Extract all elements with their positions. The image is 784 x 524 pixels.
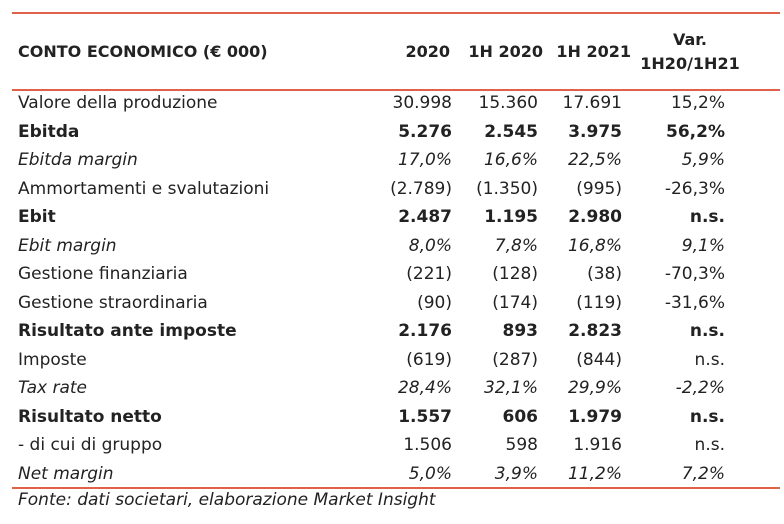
cell-value: 16,8%: [567, 235, 622, 256]
cell-value: 11,2%: [567, 463, 622, 484]
table-title: CONTO ECONOMICO (€ 000): [18, 42, 268, 61]
cell-value: 5,0%: [408, 463, 452, 484]
cell-value: (844): [576, 349, 622, 370]
row-label: Ebitda margin: [18, 150, 138, 170]
cell-value: 1.979: [568, 406, 622, 427]
cell-value: n.s.: [694, 435, 725, 455]
top-rule: [12, 12, 780, 14]
row-label: Gestione straordinaria: [18, 292, 208, 313]
column-header: Var.: [673, 30, 707, 49]
cell-value: (221): [406, 264, 452, 284]
cell-value: 2.176: [398, 321, 452, 341]
cell-value: n.s.: [689, 321, 725, 341]
cell-value: n.s.: [689, 406, 725, 427]
cell-value: (1.350): [476, 178, 538, 199]
cell-value: 16,6%: [483, 150, 538, 170]
column-header: 1H20/1H21: [640, 54, 740, 73]
row-label: Risultato netto: [18, 406, 162, 427]
cell-value: 17.691: [562, 93, 622, 113]
cell-value: (2.789): [390, 178, 452, 199]
cell-value: 8,0%: [408, 235, 452, 256]
column-header: 2020: [405, 42, 450, 61]
row-label: Ammortamenti e svalutazioni: [18, 178, 270, 199]
row-label: Net margin: [18, 463, 114, 484]
cell-value: -2,2%: [675, 378, 725, 398]
cell-value: (287): [492, 349, 538, 370]
row-label: Risultato ante imposte: [18, 321, 237, 341]
cell-value: n.s.: [694, 349, 725, 370]
cell-value: 9,1%: [681, 235, 725, 256]
column-header: 1H 2021: [556, 42, 631, 61]
cell-value: 1.557: [398, 406, 452, 427]
header-rule: [12, 89, 780, 91]
cell-value: (90): [417, 292, 452, 313]
cell-value: 606: [502, 406, 539, 427]
column-header: 1H 2020: [468, 42, 543, 61]
cell-value: (119): [576, 292, 622, 313]
cell-value: 56,2%: [666, 121, 725, 142]
cell-value: 2.980: [568, 207, 622, 227]
bottom-rule: [12, 487, 780, 489]
cell-value: 3,9%: [494, 463, 538, 484]
cell-value: 1.195: [484, 207, 538, 227]
row-label: Ebit margin: [18, 235, 117, 256]
cell-value: 5.276: [398, 121, 452, 142]
cell-value: 22,5%: [567, 150, 622, 170]
cell-value: 3.975: [568, 121, 622, 142]
cell-value: 5,9%: [681, 150, 725, 170]
cell-value: 29,9%: [567, 378, 622, 398]
row-label: Ebit: [18, 207, 56, 227]
cell-value: 28,4%: [397, 378, 452, 398]
cell-value: (38): [587, 264, 622, 284]
cell-value: 30.998: [392, 93, 452, 113]
cell-value: 7,8%: [494, 235, 538, 256]
cell-value: 17,0%: [397, 150, 452, 170]
cell-value: -26,3%: [664, 178, 725, 199]
cell-value: 15,2%: [670, 93, 725, 113]
row-label: Ebitda: [18, 121, 80, 142]
cell-value: -70,3%: [664, 264, 725, 284]
cell-value: (619): [406, 349, 452, 370]
row-label: Tax rate: [18, 378, 88, 398]
cell-value: 2.823: [568, 321, 622, 341]
cell-value: n.s.: [689, 207, 725, 227]
footer: Fonte: dati societari, elaborazione Mark…: [18, 490, 436, 510]
cell-value: 1.506: [403, 435, 452, 455]
cell-value: 1.916: [573, 435, 622, 455]
row-label: Imposte: [18, 349, 87, 370]
row-label: Gestione finanziaria: [18, 264, 188, 284]
cell-value: 598: [505, 435, 538, 455]
cell-value: (995): [576, 178, 622, 199]
cell-value: -31,6%: [664, 292, 725, 313]
row-label: Valore della produzione: [18, 93, 218, 113]
cell-value: (128): [492, 264, 538, 284]
cell-value: 2.545: [484, 121, 538, 142]
cell-value: 7,2%: [681, 463, 725, 484]
cell-value: 15.360: [478, 93, 538, 113]
cell-value: 32,1%: [483, 378, 538, 398]
cell-value: 893: [502, 321, 539, 341]
cell-value: (174): [492, 292, 538, 313]
cell-value: 2.487: [398, 207, 452, 227]
row-label: - di cui di gruppo: [18, 435, 163, 455]
